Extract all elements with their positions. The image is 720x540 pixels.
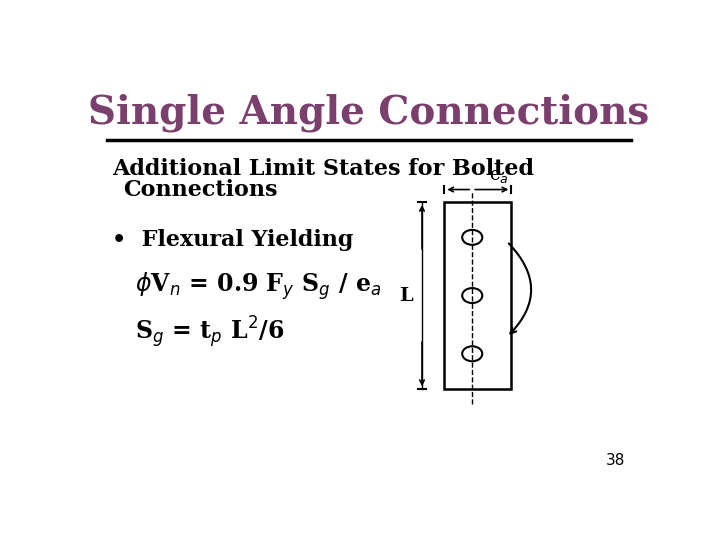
Bar: [444, 202, 511, 389]
Text: e$_a$: e$_a$: [489, 166, 509, 185]
Text: S$_g$ = t$_p$ L$^2$/6: S$_g$ = t$_p$ L$^2$/6: [135, 314, 284, 350]
Text: 38: 38: [606, 453, 626, 468]
Text: Single Angle Connections: Single Angle Connections: [89, 94, 649, 132]
Text: •  Flexural Yielding: • Flexural Yielding: [112, 229, 354, 251]
Text: Connections: Connections: [124, 179, 278, 201]
Text: Additional Limit States for Bolted: Additional Limit States for Bolted: [112, 158, 534, 180]
Text: $\phi$V$_n$ = 0.9 F$_y$ S$_g$ / e$_a$: $\phi$V$_n$ = 0.9 F$_y$ S$_g$ / e$_a$: [135, 271, 381, 302]
Text: L: L: [399, 287, 413, 305]
